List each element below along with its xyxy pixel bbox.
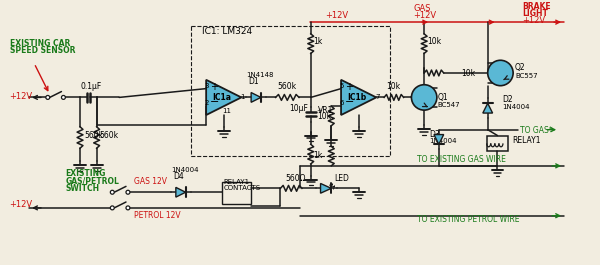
Text: 11: 11: [222, 108, 231, 114]
Text: +12V: +12V: [522, 16, 545, 25]
Circle shape: [412, 85, 437, 110]
Circle shape: [110, 190, 114, 194]
Text: BRAKE: BRAKE: [522, 2, 551, 11]
Text: 1N4004: 1N4004: [429, 138, 457, 144]
Polygon shape: [206, 80, 241, 115]
Text: 6: 6: [339, 100, 344, 106]
Circle shape: [110, 206, 114, 210]
Text: 0.1μF: 0.1μF: [80, 82, 101, 91]
Text: −: −: [210, 97, 220, 107]
Text: GAS/PETROL: GAS/PETROL: [65, 176, 119, 186]
Text: SWITCH: SWITCH: [65, 184, 100, 193]
Text: 7: 7: [375, 94, 380, 100]
Text: IC1b: IC1b: [347, 93, 367, 102]
Text: 10k: 10k: [427, 37, 441, 46]
Text: TO GAS*: TO GAS*: [520, 126, 553, 135]
Text: 560Ω: 560Ω: [286, 174, 306, 183]
Polygon shape: [434, 135, 444, 144]
Text: 1k: 1k: [314, 151, 323, 160]
Text: LIGHT: LIGHT: [522, 9, 548, 18]
Text: +: +: [210, 82, 218, 92]
Text: 10k: 10k: [317, 112, 332, 121]
Text: EXISTING: EXISTING: [65, 169, 106, 178]
Text: Q1: Q1: [438, 93, 448, 102]
Text: CONTACTS: CONTACTS: [224, 185, 261, 191]
Text: 560k: 560k: [84, 131, 103, 140]
Text: Q2: Q2: [515, 63, 526, 72]
Text: GAS: GAS: [413, 5, 431, 13]
Circle shape: [126, 206, 130, 210]
Text: LED: LED: [334, 174, 349, 183]
Text: 1N4004: 1N4004: [171, 167, 199, 173]
Text: D3: D3: [429, 130, 440, 139]
Circle shape: [488, 60, 513, 86]
Text: RELAY1: RELAY1: [224, 179, 250, 185]
Text: BC547: BC547: [438, 102, 460, 108]
Text: RELAY1: RELAY1: [512, 136, 541, 145]
Text: 2: 2: [204, 100, 209, 106]
Text: +12V: +12V: [10, 92, 33, 101]
Text: D1: D1: [248, 77, 259, 86]
Polygon shape: [320, 183, 331, 193]
Text: 1N4148: 1N4148: [246, 72, 274, 78]
Polygon shape: [483, 103, 493, 113]
Polygon shape: [251, 92, 261, 102]
Text: +12V: +12V: [10, 200, 33, 209]
Text: 1k: 1k: [314, 37, 323, 46]
Text: D4: D4: [173, 171, 184, 180]
Circle shape: [46, 95, 50, 99]
Text: 560k: 560k: [100, 131, 119, 140]
Text: TO EXISTING PETROL WIRE: TO EXISTING PETROL WIRE: [418, 215, 520, 224]
Text: 1: 1: [241, 94, 245, 100]
Text: +12V: +12V: [325, 11, 349, 20]
Text: IC1: LM324: IC1: LM324: [202, 27, 253, 36]
Text: D2: D2: [502, 95, 513, 104]
Text: EXISTING CAR: EXISTING CAR: [10, 39, 70, 48]
Text: 3: 3: [204, 83, 209, 89]
Polygon shape: [176, 187, 185, 197]
Text: 10k: 10k: [461, 69, 475, 78]
Text: GAS 12V: GAS 12V: [134, 178, 167, 186]
Text: BC557: BC557: [515, 73, 538, 79]
Text: 560k: 560k: [278, 82, 296, 91]
Text: +: +: [317, 108, 322, 114]
Text: IC1a: IC1a: [212, 93, 231, 102]
Text: TO EXISTING GAS WIRE: TO EXISTING GAS WIRE: [418, 155, 506, 164]
Text: −: −: [345, 97, 355, 107]
Text: 5: 5: [339, 83, 343, 89]
Circle shape: [126, 190, 130, 194]
Text: 10k: 10k: [386, 82, 400, 91]
Text: +12V: +12V: [413, 11, 437, 20]
Text: PETROL 12V: PETROL 12V: [134, 211, 181, 220]
Text: SPEED SENSOR: SPEED SENSOR: [10, 46, 75, 55]
Text: 1N4004: 1N4004: [502, 104, 530, 110]
Text: 10μF: 10μF: [289, 104, 308, 113]
Text: VR1: VR1: [317, 106, 333, 115]
Circle shape: [61, 95, 65, 99]
Text: +: +: [345, 82, 353, 92]
Polygon shape: [341, 80, 376, 115]
